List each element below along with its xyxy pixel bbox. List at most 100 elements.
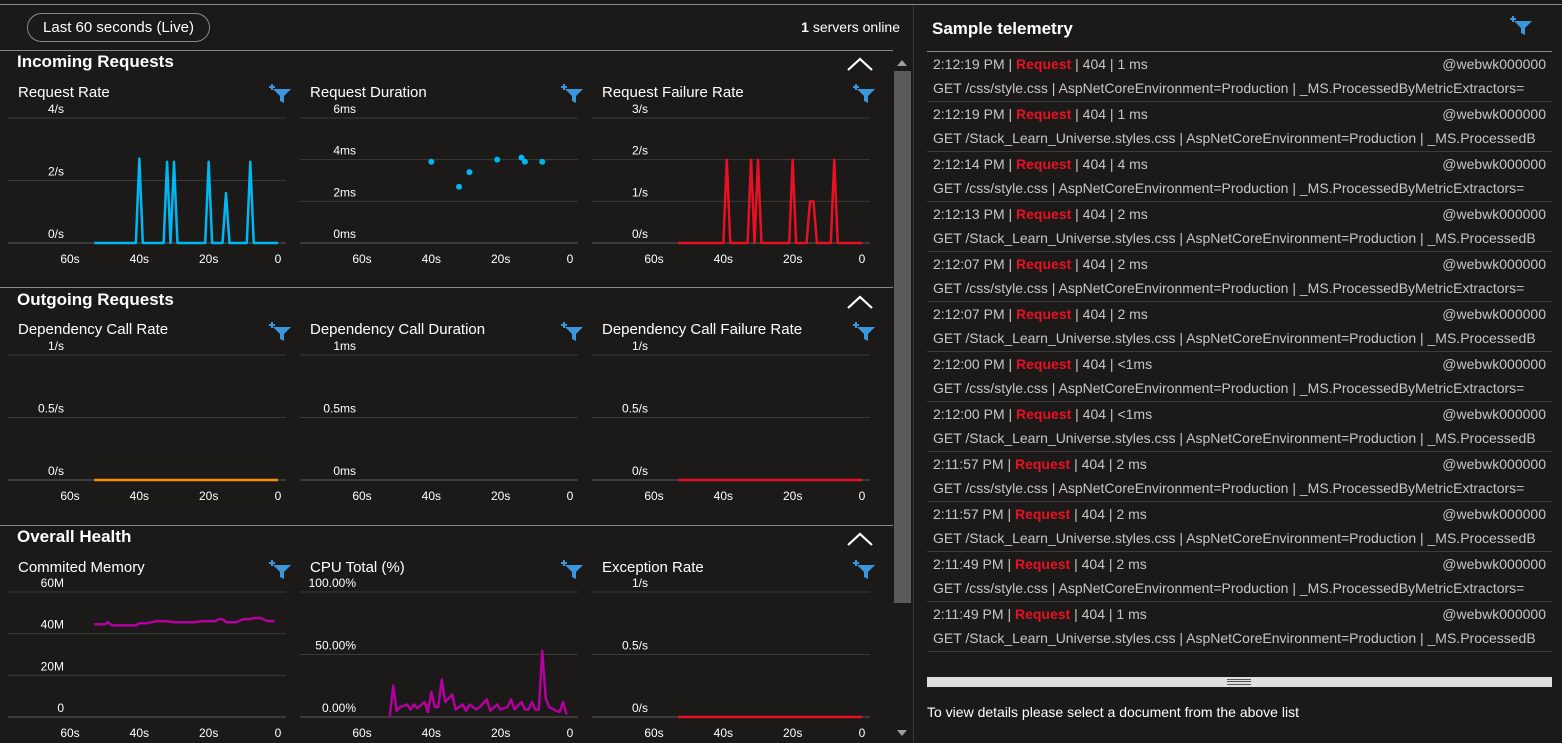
data-point	[494, 156, 501, 163]
telemetry-summary: 2:11:57 PM | Request | 404 | 2 ms	[933, 456, 1147, 472]
telemetry-status: | 404 | 4 ms	[1075, 156, 1148, 172]
telemetry-status: | 404 | 2 ms	[1074, 456, 1147, 472]
telemetry-row[interactable]: 2:12:07 PM | Request | 404 | 2 ms @webwk0…	[927, 302, 1552, 352]
telemetry-row[interactable]: 2:12:19 PM | Request | 404 | 1 ms @webwk0…	[927, 102, 1552, 152]
telemetry-row[interactable]: 2:12:19 PM | Request | 404 | 1 ms @webwk0…	[927, 52, 1552, 102]
chart-plot[interactable]: 60M 40M 20M 0 60s 40s 20s 0	[8, 576, 286, 741]
time-range-button[interactable]: Last 60 seconds (Live)	[27, 13, 210, 42]
telemetry-status: | 404 | <1ms	[1075, 356, 1153, 372]
telemetry-time: 2:12:13 PM |	[933, 206, 1013, 222]
telemetry-row[interactable]: 2:12:13 PM | Request | 404 | 2 ms @webwk0…	[927, 202, 1552, 252]
telemetry-time: 2:11:57 PM |	[933, 506, 1012, 522]
telemetry-summary: 2:11:49 PM | Request | 404 | 1 ms	[933, 606, 1147, 622]
telemetry-row[interactable]: 2:11:57 PM | Request | 404 | 2 ms @webwk0…	[927, 502, 1552, 552]
telemetry-host: @webwk000000	[1442, 256, 1546, 272]
splitter-grip-icon[interactable]	[1227, 679, 1251, 685]
filter-add-icon[interactable]	[559, 320, 585, 342]
telemetry-detail: GET /css/style.css | AspNetCoreEnvironme…	[933, 180, 1525, 196]
y-tick-label: 0.5/s	[38, 402, 64, 416]
chart-plot[interactable]: 3/s 2/s 1/s 0/s 60s 40s 20s 0	[592, 102, 870, 267]
x-tick-label: 20s	[491, 252, 510, 266]
telemetry-detail: GET /css/style.css | AspNetCoreEnvironme…	[933, 380, 1525, 396]
telemetry-detail: GET /css/style.css | AspNetCoreEnvironme…	[933, 280, 1525, 296]
telemetry-row[interactable]: 2:11:49 PM | Request | 404 | 2 ms @webwk0…	[927, 552, 1552, 602]
telemetry-row[interactable]: 2:12:00 PM | Request | 404 | <1ms @webwk0…	[927, 402, 1552, 452]
telemetry-type: Request	[1016, 206, 1072, 222]
y-tick-label: 4/s	[48, 102, 64, 116]
chart-plot[interactable]: 1/s 0.5/s 0/s 60s 40s 20s 0	[8, 339, 286, 504]
y-tick-label: 4ms	[333, 144, 356, 158]
telemetry-row[interactable]: 2:11:57 PM | Request | 404 | 2 ms @webwk0…	[927, 452, 1552, 502]
telemetry-summary: 2:12:07 PM | Request | 404 | 2 ms	[933, 306, 1148, 322]
y-tick-label: 0.5/s	[622, 639, 648, 653]
telemetry-list[interactable]: 2:12:19 PM | Request | 404 | 1 ms @webwk0…	[927, 52, 1552, 653]
section-title: Overall Health	[17, 527, 132, 546]
chart-plot[interactable]: 1/s 0.5/s 0/s 60s 40s 20s 0	[592, 339, 870, 504]
section-divider	[0, 525, 893, 526]
x-tick-label: 0	[859, 489, 866, 503]
telemetry-splitter[interactable]	[927, 677, 1552, 687]
filter-add-icon[interactable]	[267, 82, 293, 104]
telemetry-status: | 404 | 2 ms	[1075, 256, 1148, 272]
scrollbar-thumb[interactable]	[894, 71, 911, 603]
y-tick-label: 60M	[41, 576, 64, 590]
telemetry-time: 2:12:00 PM |	[933, 356, 1013, 372]
telemetry-type: Request	[1014, 506, 1071, 522]
y-tick-label: 6ms	[333, 102, 356, 116]
telemetry-row[interactable]: 2:11:49 PM | Request | 404 | 1 ms @webwk0…	[927, 602, 1552, 652]
telemetry-time: 2:11:49 PM |	[933, 606, 1012, 622]
x-tick-label: 20s	[491, 726, 510, 740]
x-tick-label: 40s	[714, 726, 733, 740]
chart-plot[interactable]: 4/s 2/s 0/s 60s 40s 20s 0	[8, 102, 286, 267]
chart-plot[interactable]: 100.00% 50.00% 0.00% 60s 40s 20s 0	[300, 576, 578, 741]
collapse-chevron-icon[interactable]	[846, 56, 874, 72]
chart-title: Exception Rate	[602, 559, 704, 576]
servers-online: 1 servers online	[801, 19, 900, 35]
telemetry-row[interactable]: 2:12:07 PM | Request | 404 | 2 ms @webwk0…	[927, 252, 1552, 302]
telemetry-filter-add-icon[interactable]	[1508, 14, 1534, 36]
telemetry-host: @webwk000000	[1442, 556, 1546, 572]
telemetry-time: 2:11:57 PM |	[933, 456, 1012, 472]
filter-add-icon[interactable]	[267, 558, 293, 580]
chart-plot[interactable]: 1/s 0.5/s 0/s 60s 40s 20s 0	[592, 576, 870, 741]
x-tick-label: 40s	[130, 489, 149, 503]
data-point	[521, 158, 528, 165]
x-tick-label: 0	[567, 252, 574, 266]
telemetry-type: Request	[1016, 256, 1072, 272]
y-tick-label: 0.00%	[322, 701, 356, 715]
filter-add-icon[interactable]	[851, 320, 877, 342]
collapse-chevron-icon[interactable]	[846, 531, 874, 547]
y-tick-label: 0ms	[333, 227, 356, 241]
filter-add-icon[interactable]	[559, 558, 585, 580]
scroll-down-arrow[interactable]	[897, 730, 907, 736]
telemetry-host: @webwk000000	[1442, 506, 1546, 522]
collapse-chevron-icon[interactable]	[846, 294, 874, 310]
telemetry-time: 2:12:00 PM |	[933, 406, 1013, 422]
telemetry-host: @webwk000000	[1442, 606, 1546, 622]
filter-add-icon[interactable]	[559, 82, 585, 104]
chart-title: Request Failure Rate	[602, 84, 744, 101]
scroll-up-arrow[interactable]	[897, 60, 907, 66]
telemetry-row[interactable]: 2:12:00 PM | Request | 404 | <1ms @webwk0…	[927, 352, 1552, 402]
series-line	[94, 616, 275, 627]
series-line	[388, 649, 568, 718]
filter-add-icon[interactable]	[851, 558, 877, 580]
telemetry-detail: GET /css/style.css | AspNetCoreEnvironme…	[933, 480, 1525, 496]
telemetry-summary: 2:12:00 PM | Request | 404 | <1ms	[933, 406, 1152, 422]
detail-hint: To view details please select a document…	[927, 704, 1299, 720]
series-line	[94, 157, 278, 245]
telemetry-row[interactable]: 2:12:14 PM | Request | 404 | 4 ms @webwk0…	[927, 152, 1552, 202]
y-tick-label: 1/s	[632, 576, 648, 590]
y-tick-label: 0/s	[632, 464, 648, 478]
x-tick-label: 60s	[60, 726, 79, 740]
filter-add-icon[interactable]	[851, 82, 877, 104]
x-tick-label: 20s	[783, 726, 802, 740]
telemetry-status: | 404 | 2 ms	[1074, 556, 1147, 572]
x-tick-label: 60s	[644, 252, 663, 266]
chart-plot[interactable]: 1ms 0.5ms 0ms 60s 40s 20s 0	[300, 339, 578, 504]
data-point	[466, 169, 473, 176]
filter-add-icon[interactable]	[267, 320, 293, 342]
section-title: Incoming Requests	[17, 52, 174, 71]
chart-plot[interactable]: 6ms 4ms 2ms 0ms 60s 40s 20s 0	[300, 102, 578, 267]
x-tick-label: 60s	[644, 726, 663, 740]
